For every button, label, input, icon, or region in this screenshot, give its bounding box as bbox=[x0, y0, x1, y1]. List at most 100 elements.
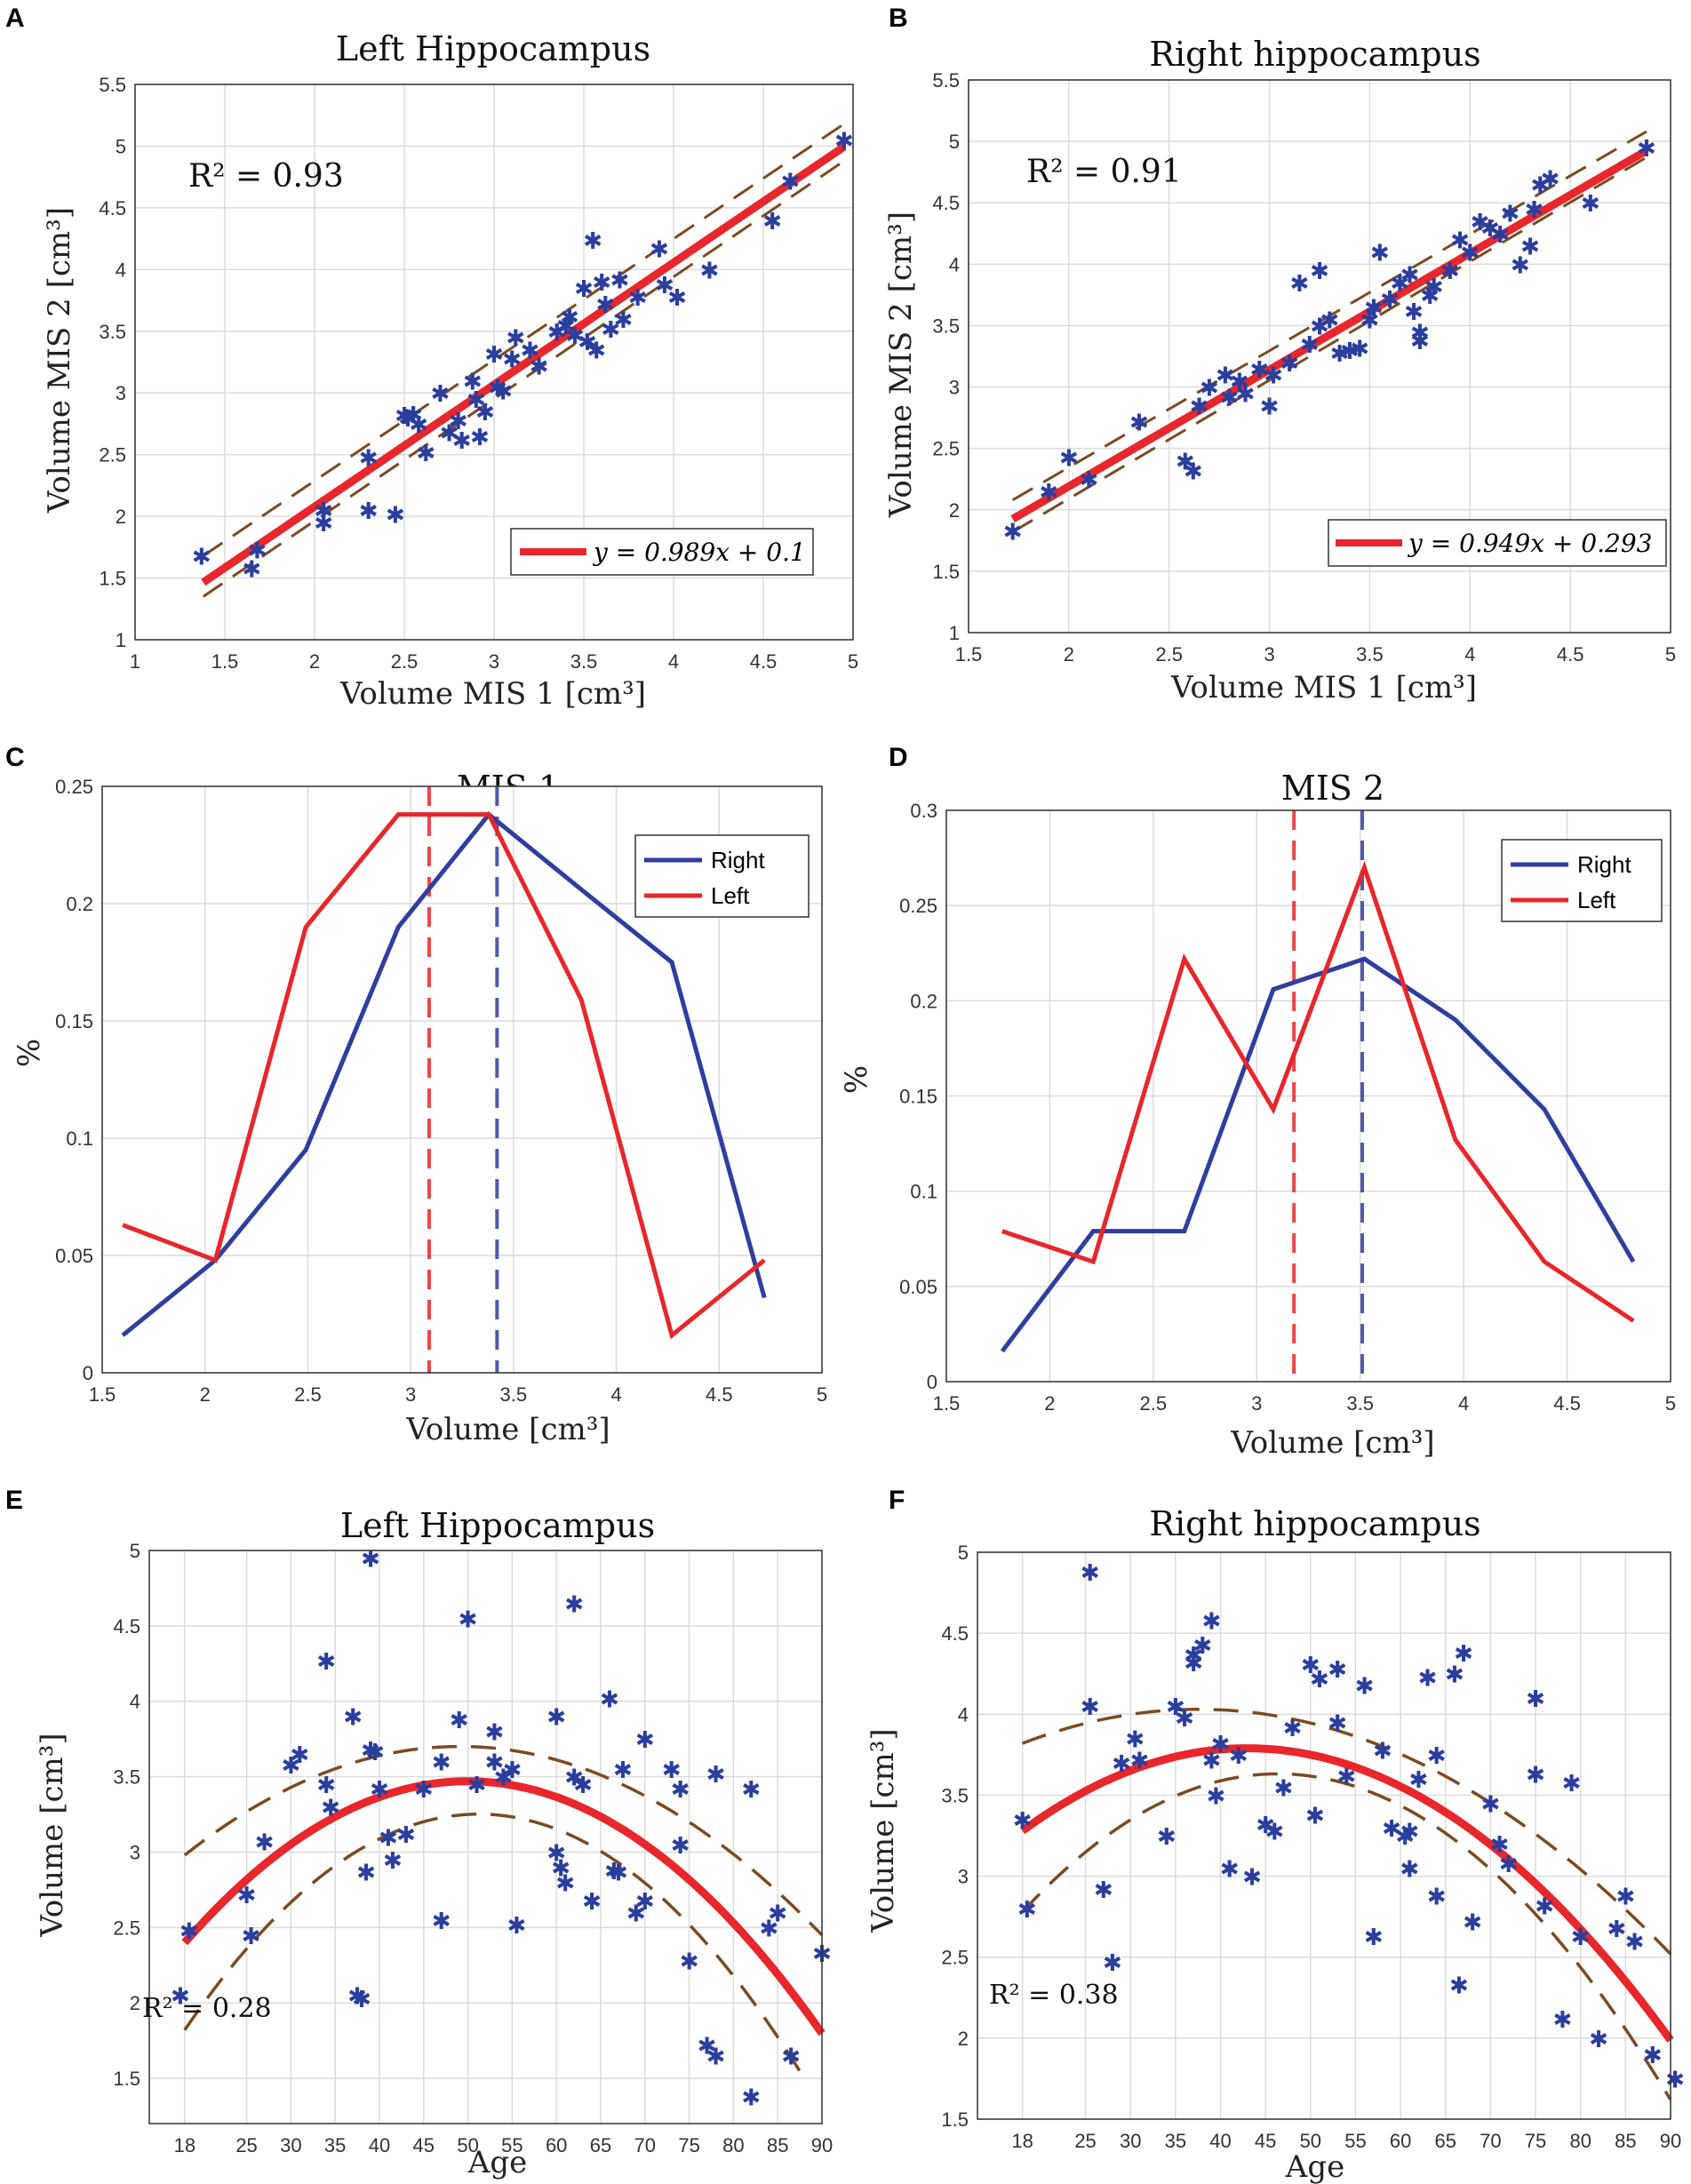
data-point: ✱ bbox=[1390, 271, 1409, 298]
data-point: ✱ bbox=[1129, 410, 1149, 436]
data-point: ✱ bbox=[1541, 167, 1560, 194]
data-point: ✱ bbox=[604, 1859, 624, 1885]
data-point: ✱ bbox=[502, 1758, 522, 1784]
ci-lower-curve bbox=[183, 1813, 806, 2080]
data-point: ✱ bbox=[463, 369, 483, 395]
data-point: ✱ bbox=[1175, 1706, 1194, 1733]
x-tick-label: 4 bbox=[1464, 643, 1475, 666]
data-point: ✱ bbox=[1460, 241, 1480, 267]
y-tick-label: 3 bbox=[130, 1841, 140, 1863]
ci-upper-curve bbox=[183, 1744, 824, 1937]
chart-title: Left Hippocampus bbox=[336, 29, 650, 68]
data-point: ✱ bbox=[781, 2045, 801, 2071]
data-point: ✱ bbox=[1300, 332, 1320, 359]
panel-letter: C bbox=[5, 743, 25, 772]
data-point: ✱ bbox=[1216, 363, 1235, 390]
y-tick-label: 4.5 bbox=[932, 192, 960, 214]
data-point: ✱ bbox=[1418, 1665, 1438, 1692]
data-point: ✱ bbox=[1081, 1694, 1100, 1721]
plot-frame bbox=[134, 84, 854, 641]
data-point: ✱ bbox=[555, 1870, 575, 1897]
series-left bbox=[1001, 860, 1635, 1323]
legend-label: y = 0.989x + 0.1 bbox=[592, 538, 806, 567]
data-point: ✱ bbox=[600, 1686, 619, 1713]
data-point: ✱ bbox=[1404, 299, 1424, 326]
y-tick-label: 1.5 bbox=[941, 2108, 969, 2131]
panel-f: F Right hippocampus 18 25 30 35 40 45 50 55 60 65… bbox=[865, 1486, 1685, 2184]
data-point: ✱ bbox=[1320, 308, 1339, 335]
data-point: ✱ bbox=[583, 228, 602, 255]
data-point: ✱ bbox=[551, 1855, 570, 1882]
x-tick-label: 35 bbox=[324, 2134, 346, 2156]
data-point: ✱ bbox=[1013, 1808, 1033, 1835]
chart-title: Right hippocampus bbox=[1149, 35, 1480, 74]
data-point: ✱ bbox=[1125, 1727, 1145, 1754]
x-tick-label: 45 bbox=[413, 2134, 435, 2156]
r-squared-annotation: R² = 0.91 bbox=[1026, 154, 1182, 190]
data-point: ✱ bbox=[1310, 314, 1329, 340]
y-tick-label: 0.3 bbox=[910, 800, 937, 822]
y-tick-label: 3.5 bbox=[113, 1766, 140, 1789]
data-point: ✱ bbox=[1260, 394, 1280, 420]
data-point: ✱ bbox=[635, 1727, 655, 1754]
y-tick-label: 3 bbox=[116, 382, 126, 404]
data-point: ✱ bbox=[1280, 351, 1299, 378]
data-point: ✱ bbox=[1283, 1716, 1303, 1742]
data-point: ✱ bbox=[1207, 1783, 1226, 1810]
x-tick-label: 1.5 bbox=[211, 650, 239, 673]
data-point: ✱ bbox=[1535, 1893, 1554, 1920]
data-point: ✱ bbox=[1328, 1657, 1347, 1684]
data-point: ✱ bbox=[1501, 201, 1520, 227]
plot-area: 18 25 30 35 40 45 50 55 60 65 70 75 80 85 901.522.533.… bbox=[941, 1542, 1685, 2152]
data-point: ✱ bbox=[432, 1750, 451, 1777]
data-point: ✱ bbox=[398, 406, 418, 433]
data-point: ✱ bbox=[1157, 1824, 1177, 1851]
data-point: ✱ bbox=[1499, 1852, 1519, 1878]
data-point: ✱ bbox=[700, 258, 720, 284]
y-tick-label: 3.5 bbox=[932, 315, 960, 337]
data-point: ✱ bbox=[614, 307, 634, 334]
y-tick-label: 4 bbox=[116, 259, 126, 281]
data-point: ✱ bbox=[1410, 329, 1430, 355]
y-tick-label: 2.5 bbox=[99, 444, 126, 466]
data-point: ✱ bbox=[359, 445, 379, 472]
data-point: ✱ bbox=[1530, 172, 1550, 199]
y-tick-label: 5.5 bbox=[99, 74, 126, 96]
x-tick-label: 2 bbox=[200, 1383, 211, 1406]
fit-line bbox=[1010, 147, 1649, 522]
data-point: ✱ bbox=[171, 1984, 190, 2011]
data-point: ✱ bbox=[359, 498, 379, 525]
data-point: ✱ bbox=[1080, 467, 1099, 494]
data-point: ✱ bbox=[609, 1861, 628, 1887]
data-point: ✱ bbox=[1360, 308, 1380, 335]
data-point: ✱ bbox=[1184, 459, 1203, 486]
data-point: ✱ bbox=[314, 498, 333, 525]
y-tick-label: 3.5 bbox=[941, 1784, 969, 1806]
x-tick-label: 35 bbox=[1165, 2130, 1186, 2152]
data-point: ✱ bbox=[1328, 1710, 1347, 1737]
data-point: ✱ bbox=[667, 285, 687, 312]
data-point: ✱ bbox=[1420, 283, 1440, 310]
data-point: ✱ bbox=[1190, 394, 1209, 420]
y-tick-label: 1 bbox=[949, 622, 960, 644]
data-point: ✱ bbox=[1589, 2027, 1608, 2053]
data-point: ✱ bbox=[1364, 1925, 1384, 1951]
x-tick-label: 4 bbox=[1458, 1392, 1469, 1415]
x-tick-label: 5 bbox=[1665, 1392, 1676, 1415]
data-point: ✱ bbox=[1242, 1865, 1262, 1892]
x-tick-label: 5 bbox=[817, 1383, 827, 1406]
y-tick-label: 1.5 bbox=[99, 568, 126, 590]
data-point: ✱ bbox=[1637, 136, 1656, 163]
data-point: ✱ bbox=[1400, 1856, 1419, 1883]
data-point: ✱ bbox=[1290, 271, 1310, 298]
y-tick-label: 0.1 bbox=[66, 1128, 93, 1150]
y-tick-label: 2.5 bbox=[113, 1917, 140, 1939]
x-tick-label: 2.5 bbox=[391, 650, 419, 673]
data-point: ✱ bbox=[1355, 1673, 1375, 1700]
data-point: ✱ bbox=[1553, 2007, 1573, 2034]
data-point: ✱ bbox=[379, 1826, 398, 1853]
data-point: ✱ bbox=[628, 285, 648, 312]
data-point: ✱ bbox=[560, 305, 579, 331]
data-point: ✱ bbox=[1256, 1813, 1275, 1839]
legend-label: y = 0.949x + 0.293 bbox=[1407, 529, 1652, 558]
